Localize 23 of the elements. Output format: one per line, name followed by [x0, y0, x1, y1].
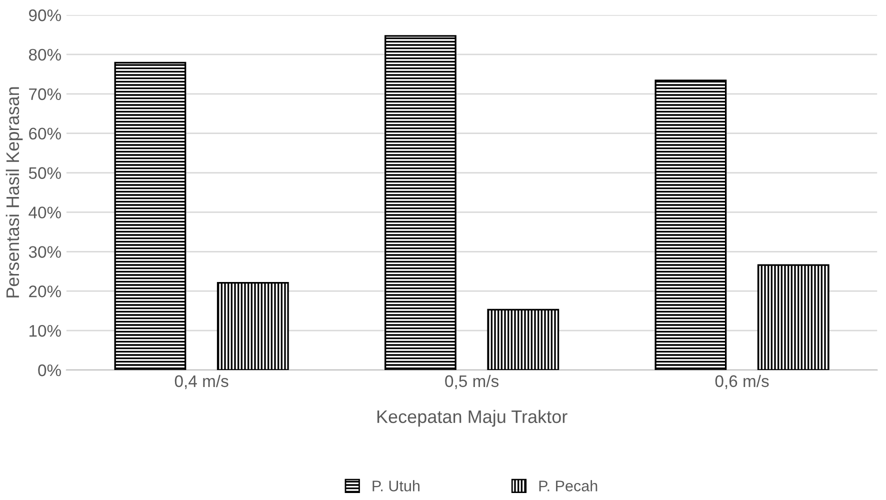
bar [114, 62, 186, 370]
bar [216, 282, 289, 370]
x-tick-label: 0,4 m/s [174, 374, 228, 390]
bar [384, 35, 456, 370]
y-tick-label: 10% [30, 324, 61, 337]
bar [654, 80, 727, 370]
legend-label: P. Pecah [539, 480, 598, 492]
y-tick-label: 20% [29, 286, 61, 298]
y-tick-label: 70% [29, 88, 61, 100]
y-tick-label: 30% [28, 246, 61, 258]
y-tick-label: 60% [29, 128, 61, 140]
y-tick-label: 80% [28, 48, 61, 61]
y-tick-label: 40% [28, 206, 61, 218]
x-tick-label: 0,5 m/s [445, 374, 499, 390]
y-axis-title: Persentasi Hasil Keprasan [6, 87, 23, 298]
bar [757, 264, 830, 370]
x-tick-label: 0,6 m/s [715, 374, 769, 390]
y-tick-label: 0% [38, 364, 61, 376]
y-tick-label: 90% [29, 9, 61, 22]
x-axis-title: Kecepatan Maju Traktor [377, 410, 568, 427]
y-tick-label: 50% [28, 167, 61, 179]
bar [487, 308, 560, 370]
legend-label: P. Utuh [372, 480, 420, 492]
